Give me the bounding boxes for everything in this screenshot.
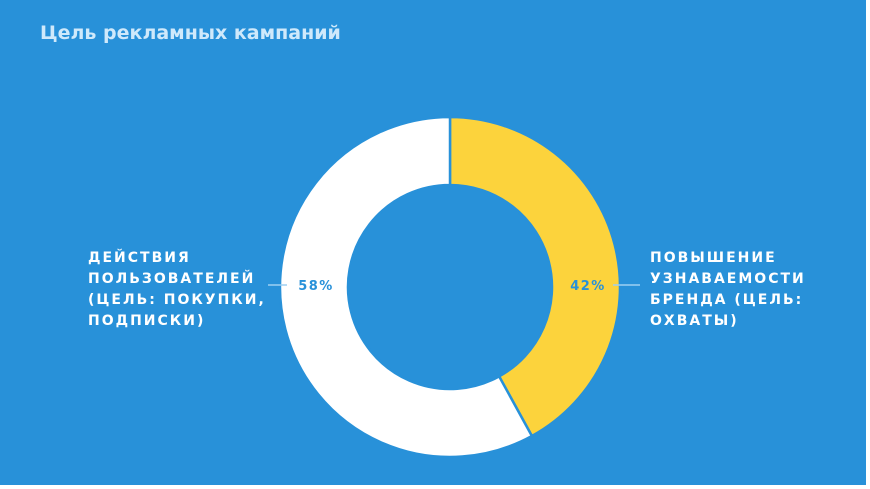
label-line: УЗНАВАЕМОСТИ <box>650 271 806 287</box>
label-line: ПОДПИСКИ) <box>88 313 206 329</box>
label-line: (ЦЕЛЬ: ПОКУПКИ, <box>88 292 266 308</box>
data-label-brand-awareness: 42% <box>570 279 606 294</box>
label-line: ПОВЫШЕНИЕ <box>650 250 777 266</box>
label-line: ОХВАТЫ) <box>650 313 739 329</box>
donut-slice-user-actions <box>278 115 534 459</box>
category-label-user-actions: ДЕЙСТВИЯ ПОЛЬЗОВАТЕЛЕЙ (ЦЕЛЬ: ПОКУПКИ, П… <box>88 248 266 332</box>
chart-title: Цель рекламных кампаний <box>40 22 341 44</box>
category-label-brand-awareness: ПОВЫШЕНИЕ УЗНАВАЕМОСТИ БРЕНДА (ЦЕЛЬ: ОХВ… <box>650 248 806 332</box>
donut-slice-brand-awareness <box>448 115 622 438</box>
label-line: ДЕЙСТВИЯ <box>88 250 191 266</box>
label-line: БРЕНДА (ЦЕЛЬ: <box>650 292 804 308</box>
slices-group <box>278 115 622 459</box>
label-line: ПОЛЬЗОВАТЕЛЕЙ <box>88 271 256 287</box>
data-label-user-actions: 58% <box>298 279 334 294</box>
